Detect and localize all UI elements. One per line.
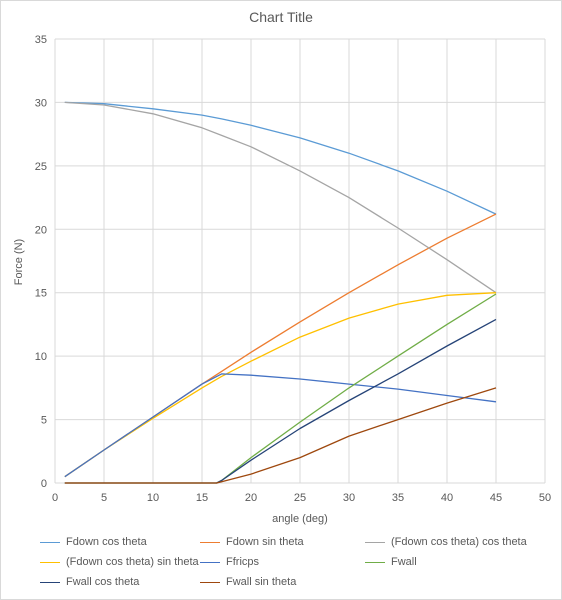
x-tick-label: 40	[441, 492, 453, 504]
x-tick-label: 10	[147, 492, 159, 504]
x-tick-label: 35	[392, 492, 404, 504]
series-lines	[64, 101, 497, 484]
legend-label: Fwall cos theta	[66, 576, 140, 588]
legend-label: Fwall sin theta	[226, 576, 297, 588]
legend-label: Ffricps	[226, 556, 259, 568]
y-tick-label: 20	[35, 224, 47, 236]
legend: Fdown cos theta Fdown sin theta (Fdown cos…	[40, 536, 555, 596]
chart-title: Chart Title	[249, 9, 313, 25]
series-line-5	[64, 373, 497, 478]
legend-swatch	[40, 561, 60, 563]
legend-swatch	[40, 541, 60, 543]
y-tick-label: 10	[35, 351, 47, 363]
y-tick-label: 25	[35, 161, 47, 173]
legend-swatch	[40, 581, 60, 583]
gridlines	[54, 38, 546, 484]
legend-swatch	[365, 541, 385, 543]
series-line-1	[64, 101, 497, 215]
y-tick-labels: 0 5 10 15 20 25 30 35	[35, 34, 47, 490]
legend-swatch	[200, 581, 220, 583]
y-tick-label: 30	[35, 97, 47, 109]
legend-item: Fwall cos theta	[40, 576, 139, 588]
legend-label: (Fdown cos theta) cos theta	[391, 536, 527, 548]
series-line-6	[64, 293, 497, 484]
legend-swatch	[200, 541, 220, 543]
x-tick-label: 30	[343, 492, 355, 504]
y-tick-label: 0	[41, 478, 47, 490]
series-line-4	[64, 292, 497, 478]
x-tick-label: 25	[294, 492, 306, 504]
x-tick-label: 50	[539, 492, 551, 504]
legend-item: Fdown cos theta	[40, 536, 147, 548]
legend-item: Fwall sin theta	[200, 576, 296, 588]
legend-label: Fdown sin theta	[226, 536, 304, 548]
x-tick-label: 0	[52, 492, 58, 504]
x-tick-label: 20	[245, 492, 257, 504]
legend-label: Fwall	[391, 556, 417, 568]
x-axis-label: angle (deg)	[272, 513, 328, 525]
y-axis-label: Force (N)	[13, 239, 25, 285]
y-tick-label: 35	[35, 34, 47, 46]
legend-label: Fdown cos theta	[66, 536, 147, 548]
legend-item: Ffricps	[200, 556, 259, 568]
legend-swatch	[200, 561, 220, 563]
legend-swatch	[365, 561, 385, 563]
x-tick-label: 15	[196, 492, 208, 504]
series-line-8	[64, 387, 497, 484]
legend-item: Fdown sin theta	[200, 536, 304, 548]
x-tick-label: 45	[490, 492, 502, 504]
x-tick-label: 5	[101, 492, 107, 504]
series-line-3	[64, 101, 497, 294]
legend-item: (Fdown cos theta) cos theta	[365, 536, 527, 548]
x-tick-labels: 0 5 10 15 20 25 30 35 40 45 50	[52, 492, 551, 504]
y-tick-label: 5	[41, 415, 47, 427]
y-tick-label: 15	[35, 288, 47, 300]
series-line-7	[64, 318, 497, 484]
legend-item: (Fdown cos theta) sin theta	[40, 556, 199, 568]
legend-label: (Fdown cos theta) sin theta	[66, 556, 199, 568]
series-line-2	[64, 213, 497, 478]
legend-item: Fwall	[365, 556, 417, 568]
